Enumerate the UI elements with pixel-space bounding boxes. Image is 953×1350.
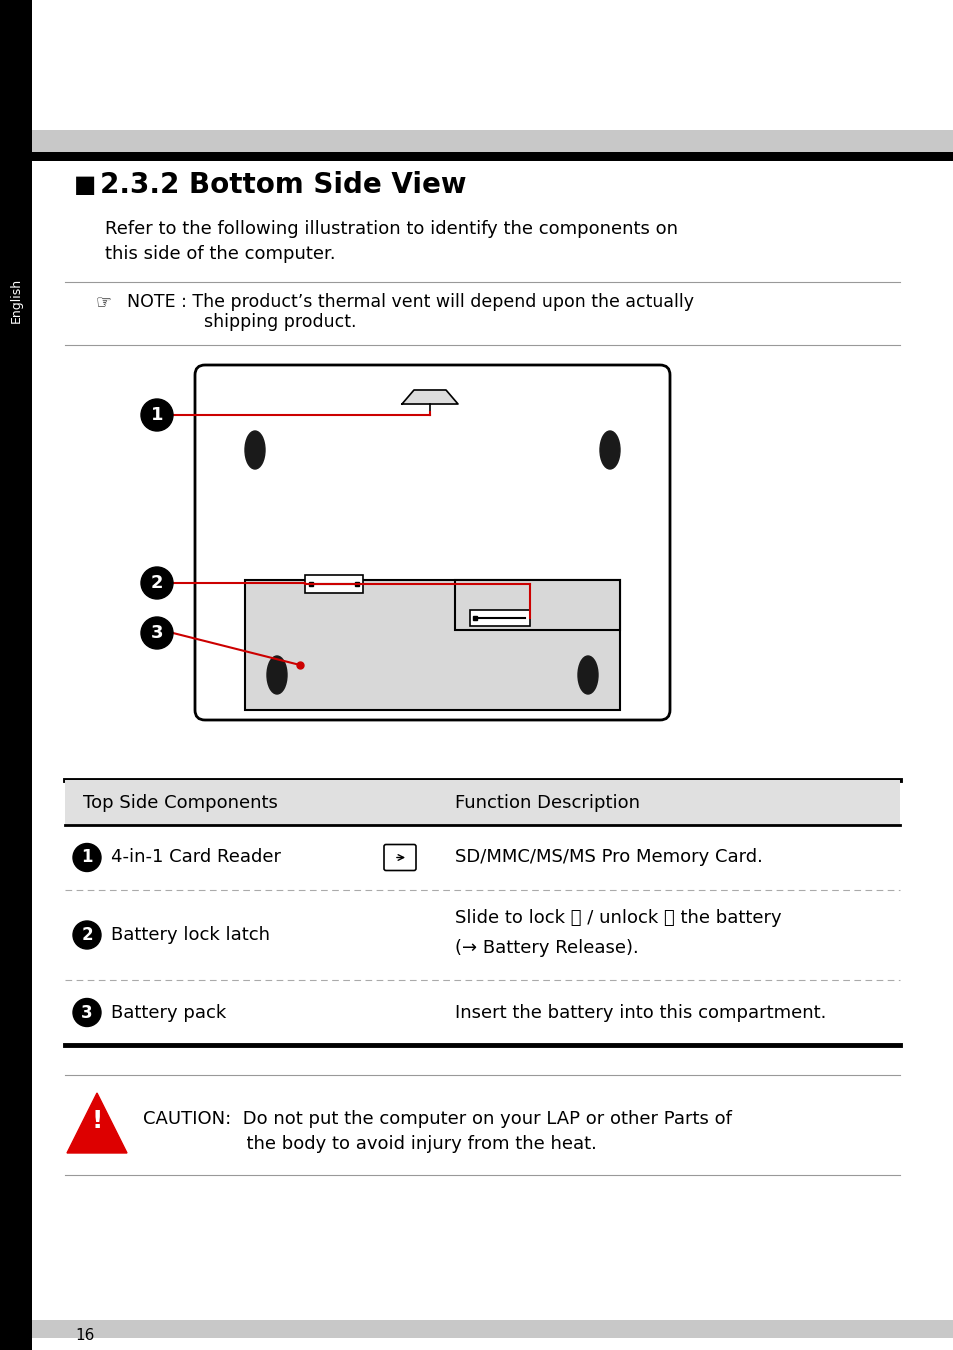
Text: 3: 3 xyxy=(151,624,163,643)
Text: 16: 16 xyxy=(75,1327,94,1342)
Ellipse shape xyxy=(245,431,265,468)
Ellipse shape xyxy=(578,656,598,694)
Text: CAUTION:  Do not put the computer on your LAP or other Parts of: CAUTION: Do not put the computer on your… xyxy=(143,1110,731,1129)
Text: Battery lock latch: Battery lock latch xyxy=(111,926,270,944)
Text: Function Description: Function Description xyxy=(455,794,639,811)
Text: ☞: ☞ xyxy=(95,293,111,310)
Ellipse shape xyxy=(599,431,619,468)
Text: Refer to the following illustration to identify the components on
this side of t: Refer to the following illustration to i… xyxy=(105,220,678,263)
Text: (→ Battery Release).: (→ Battery Release). xyxy=(455,940,639,957)
Bar xyxy=(305,575,363,593)
Polygon shape xyxy=(401,390,457,404)
Text: ■: ■ xyxy=(74,173,96,197)
Bar xyxy=(32,1320,953,1338)
Circle shape xyxy=(73,999,101,1026)
Text: Top Side Components: Top Side Components xyxy=(83,794,277,811)
Circle shape xyxy=(141,617,172,649)
Circle shape xyxy=(73,844,101,872)
Text: !: ! xyxy=(91,1108,103,1133)
Text: 2.3.2 Bottom Side View: 2.3.2 Bottom Side View xyxy=(100,171,466,198)
Ellipse shape xyxy=(267,656,287,694)
Bar xyxy=(455,580,619,630)
Text: 2: 2 xyxy=(151,574,163,593)
Text: 1: 1 xyxy=(81,849,92,867)
Text: 1: 1 xyxy=(151,406,163,424)
Text: 2: 2 xyxy=(81,926,92,944)
Text: 4-in-1 Card Reader: 4-in-1 Card Reader xyxy=(111,849,281,867)
Polygon shape xyxy=(67,1094,127,1153)
FancyBboxPatch shape xyxy=(384,845,416,871)
Bar xyxy=(0,0,32,1350)
Bar xyxy=(32,153,953,161)
Text: Battery pack: Battery pack xyxy=(111,1003,226,1022)
Text: SD/MMC/MS/MS Pro Memory Card.: SD/MMC/MS/MS Pro Memory Card. xyxy=(455,849,762,867)
Bar xyxy=(245,580,619,710)
Text: the body to avoid injury from the heat.: the body to avoid injury from the heat. xyxy=(143,1135,597,1153)
FancyBboxPatch shape xyxy=(194,364,669,720)
Circle shape xyxy=(141,400,172,431)
Text: 3: 3 xyxy=(81,1003,92,1022)
Text: English: English xyxy=(10,278,23,323)
Text: shipping product.: shipping product. xyxy=(127,313,356,331)
Bar xyxy=(455,580,619,630)
Circle shape xyxy=(141,567,172,599)
Circle shape xyxy=(73,921,101,949)
Text: Slide to lock 🔒 / unlock 🔓 the battery: Slide to lock 🔒 / unlock 🔓 the battery xyxy=(455,909,781,927)
Bar xyxy=(32,130,953,153)
Bar xyxy=(65,780,899,825)
Text: NOTE : The product’s thermal vent will depend upon the actually: NOTE : The product’s thermal vent will d… xyxy=(127,293,693,310)
Bar xyxy=(470,610,530,626)
Text: Insert the battery into this compartment.: Insert the battery into this compartment… xyxy=(455,1003,825,1022)
